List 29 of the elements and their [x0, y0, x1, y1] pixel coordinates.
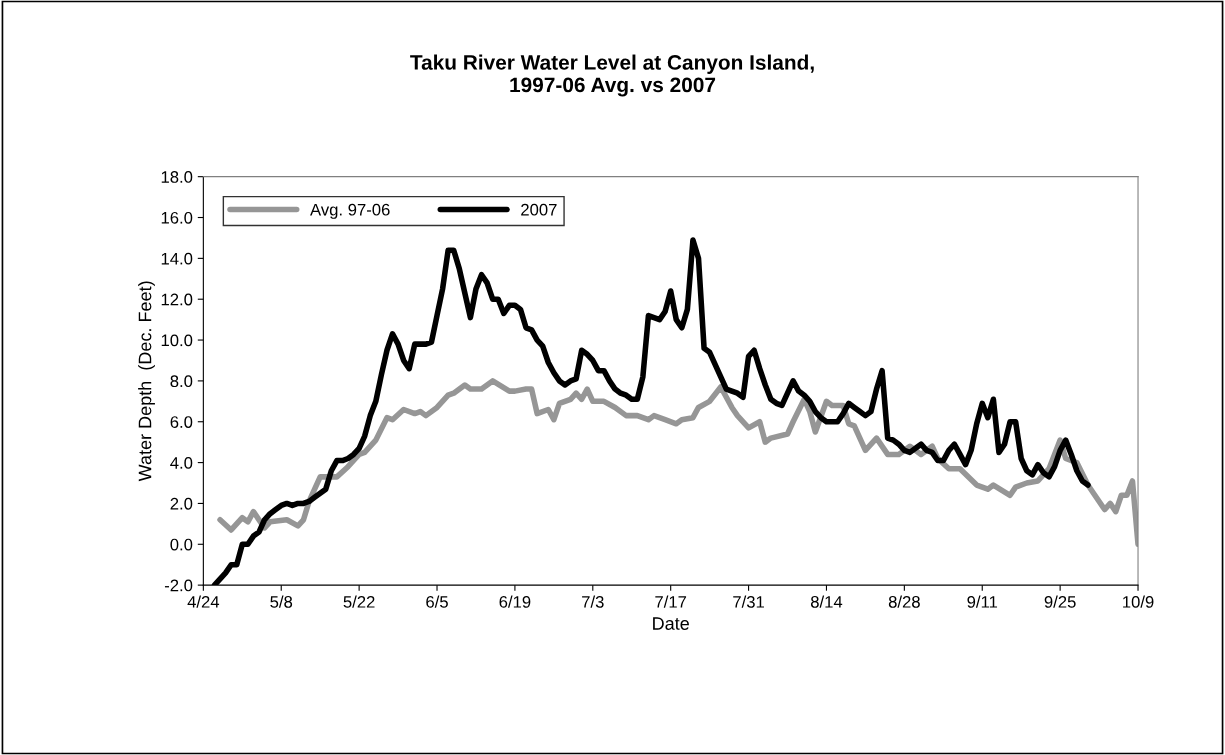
y-tick-label: 10.0: [161, 334, 193, 347]
y-tick-label: 16.0: [161, 211, 193, 224]
x-tick-label: 4/24: [187, 595, 220, 608]
x-tick-label: 5/22: [343, 595, 375, 608]
x-tick-label: 9/11: [967, 595, 998, 608]
x-tick-label: 9/25: [1044, 595, 1076, 608]
x-axis-title: Date: [653, 617, 689, 630]
legend-label: 2007: [521, 203, 557, 216]
x-tick-label: 8/28: [888, 595, 920, 608]
y-tick-label: 6.0: [170, 416, 193, 428]
x-tick-label: 8/14: [810, 595, 843, 608]
x-tick-label: 6/5: [426, 595, 448, 608]
y-tick-label: 14.0: [161, 252, 193, 265]
y-tick-label: 8.0: [170, 375, 193, 388]
x-tick-label: 7/3: [582, 595, 604, 608]
x-tick-label: 5/8: [270, 595, 293, 608]
chart-title: Taku River Water Level at Canyon Island, 1997-06 Avg. vs 2007: [410, 54, 814, 97]
y-tick-label: 0.0: [170, 538, 193, 551]
x-tick-label: 10/9: [1123, 595, 1154, 608]
legend-label: Avg. 97-06: [310, 203, 390, 219]
y-tick-label: 4.0: [170, 456, 193, 469]
x-tick-label: 6/19: [499, 595, 531, 608]
x-tick-label: 7/31: [733, 595, 764, 608]
y-tick-label: 12.0: [161, 293, 193, 306]
y-tick-label: 2.0: [170, 497, 193, 510]
y-axis-title: Water Depth (Dec. Feet): [138, 281, 155, 482]
y-tick-label: -2.0: [164, 579, 193, 592]
y-tick-label: 18.0: [161, 171, 193, 183]
x-tick-label: 7/17: [655, 595, 687, 608]
